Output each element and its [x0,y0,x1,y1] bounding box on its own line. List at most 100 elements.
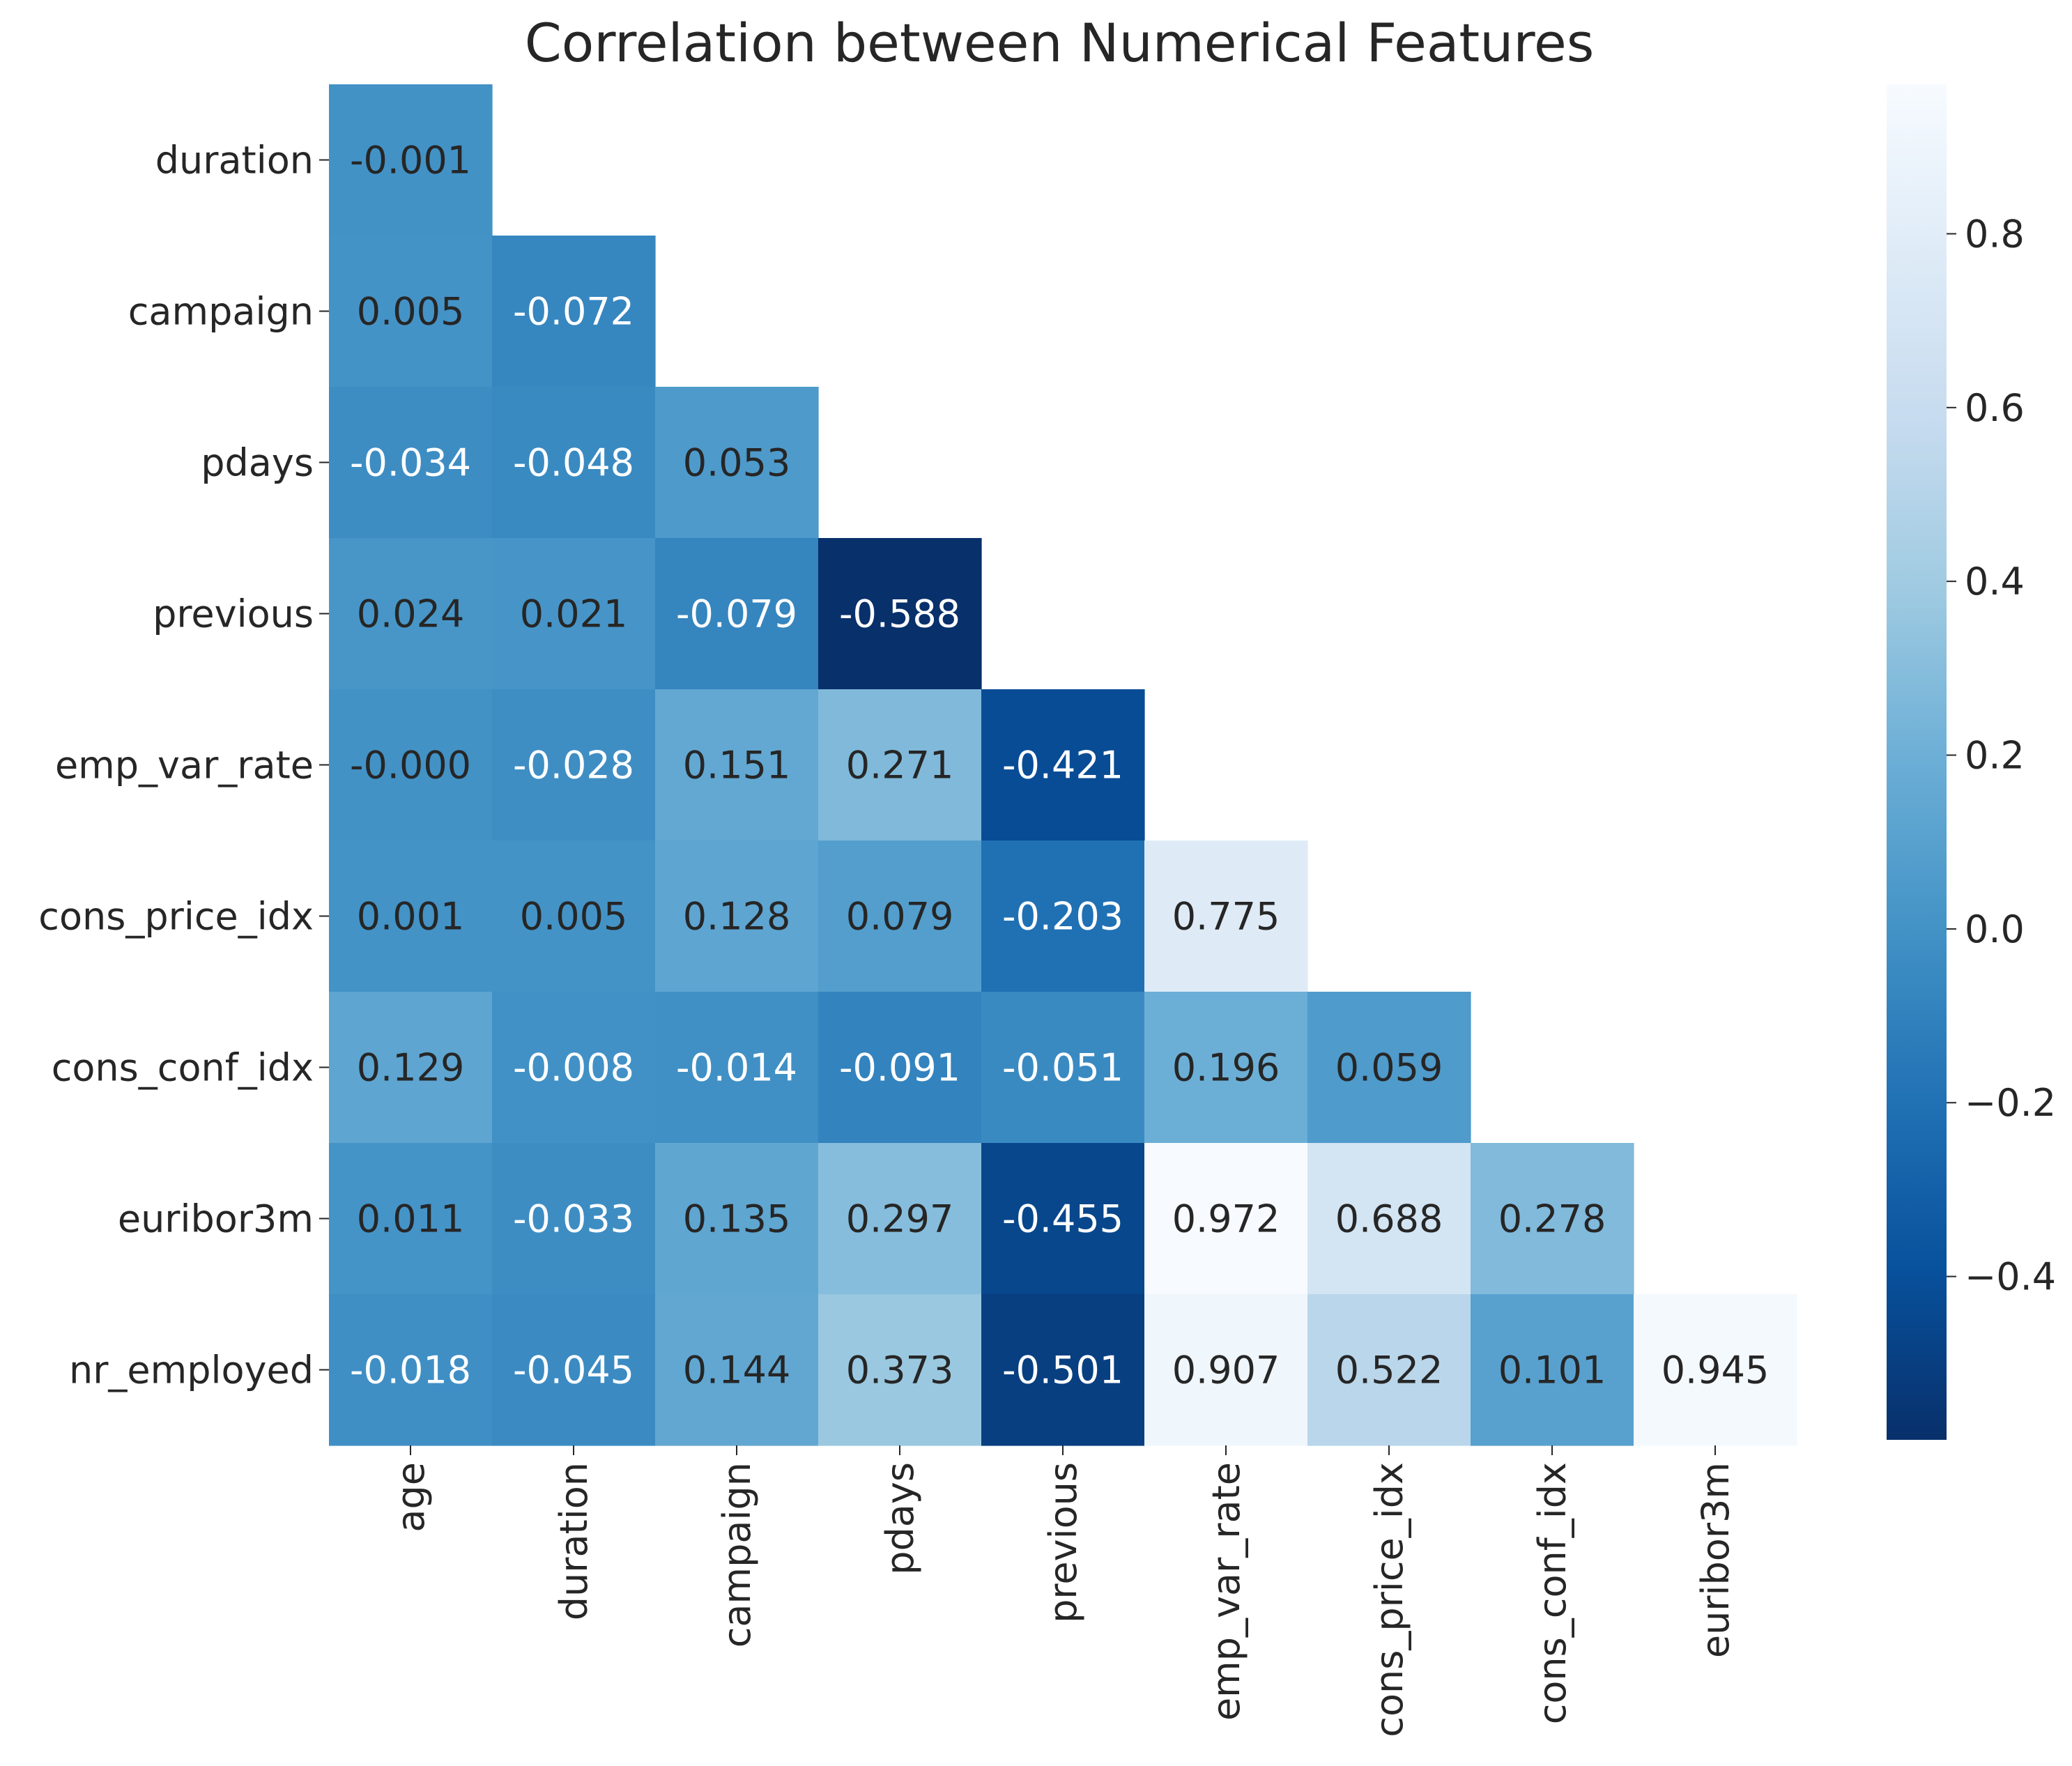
heatmap-cells: -0.001 0.005 -0.072 -0.034 -0.048 0.053 0.024 0… [329,84,1797,1446]
y-tick-label: duration [155,139,314,183]
cell-value-label: 0.151 [683,744,791,788]
cell-value-label: 0.021 [520,592,628,636]
heatmap-cell [492,1143,656,1295]
cell-value-label: 0.144 [683,1349,791,1392]
colorbar-tick-label: 0.4 [1965,560,2025,604]
x-tick-labels: age duration campaign pdays previous emp_var_… [389,1445,1737,1737]
cell-value-label: -0.000 [350,744,471,788]
heatmap-cell [655,689,819,841]
cell-value-label: 0.135 [683,1197,791,1241]
x-tick-label: duration [552,1462,596,1620]
cell-value-label: -0.501 [1002,1349,1123,1392]
heatmap-cell [818,1294,982,1446]
cell-value-label: 0.907 [1172,1349,1280,1392]
cell-value-label: 0.945 [1662,1349,1770,1392]
cell-value-label: -0.051 [1002,1046,1123,1090]
heatmap-cell [655,840,819,992]
heatmap-cell [655,387,819,539]
heatmap-cell [492,840,656,992]
colorbar-tick-label: 0.0 [1965,907,2025,951]
x-tick-label: cons_conf_idx [1530,1462,1574,1724]
chart-title: Correlation between Numerical Features [525,12,1595,74]
heatmap-cell [981,1294,1145,1446]
cell-value-label: -0.072 [513,290,634,334]
cell-value-label: -0.008 [513,1046,634,1090]
y-tick-label: previous [153,592,314,636]
cell-value-label: 0.297 [846,1197,954,1241]
heatmap-cell [329,236,493,387]
cell-value-label: 0.271 [846,744,954,788]
cell-value-label: 0.079 [846,895,954,939]
heatmap-cell [981,1143,1145,1295]
heatmap-cell [981,840,1145,992]
heatmap-cell [1144,1294,1308,1446]
cell-value-label: 0.011 [357,1197,465,1241]
cell-value-label: 0.196 [1172,1046,1280,1090]
cell-value-label: -0.014 [676,1046,797,1090]
heatmap-cell [981,992,1145,1144]
heatmap-cell [818,538,982,690]
heatmap-cell [329,84,493,236]
heatmap-cell [1307,992,1471,1144]
y-tick-label: pdays [201,441,314,485]
heatmap-cell [1144,840,1308,992]
cell-value-label: 0.005 [357,290,465,334]
y-tick-label: cons_conf_idx [52,1046,314,1090]
cell-value-label: -0.091 [839,1046,960,1090]
cell-value-label: 0.059 [1335,1046,1443,1090]
colorbar-tick-label: −0.2 [1965,1081,2056,1125]
heatmap-cell [329,992,493,1144]
y-tick-labels: duration campaign pdays previous emp_var_rat… [38,139,329,1392]
heatmap-cell [492,1294,656,1446]
heatmap-cell [655,992,819,1144]
cell-value-label: -0.028 [513,744,634,788]
colorbar-tick-label: −0.4 [1965,1255,2056,1299]
cell-value-label: -0.421 [1002,744,1123,788]
cell-value-label: -0.018 [350,1349,471,1392]
heatmap-cell [492,538,656,690]
colorbar-ticks: −0.4 −0.2 0.0 0.2 0.4 0.6 0.8 [1947,212,2056,1299]
cell-value-label: -0.034 [350,441,471,485]
y-tick-label: cons_price_idx [38,895,314,939]
heatmap-cell [492,689,656,841]
cell-value-label: 0.278 [1498,1197,1606,1241]
heatmap-cell [818,1143,982,1295]
heatmap-cell [329,538,493,690]
heatmap-cell [1471,1294,1634,1446]
heatmap-cell [655,538,819,690]
x-tick-label: euribor3m [1694,1462,1737,1658]
cell-value-label: -0.033 [513,1197,634,1241]
cell-value-label: 0.024 [357,592,465,636]
cell-value-label: 0.522 [1335,1349,1443,1392]
heatmap-cell [329,840,493,992]
heatmap-cell [1144,992,1308,1144]
cell-value-label: -0.048 [513,441,634,485]
heatmap-cell [329,689,493,841]
colorbar [1887,84,1947,1440]
cell-value-label: 0.972 [1172,1197,1280,1241]
colorbar-tick-label: 0.8 [1965,212,2025,256]
x-tick-label: previous [1041,1462,1085,1623]
cell-value-label: 0.053 [683,441,791,485]
cell-value-label: -0.455 [1002,1197,1123,1241]
x-tick-label: cons_price_idx [1367,1462,1411,1737]
cell-value-label: 0.775 [1172,895,1280,939]
heatmap-cell [329,1143,493,1295]
x-tick-label: campaign [715,1462,759,1648]
cell-value-label: 0.101 [1498,1349,1606,1392]
heatmap-cell [492,236,656,387]
cell-value-label: -0.588 [839,592,960,636]
cell-value-label: -0.045 [513,1349,634,1392]
y-tick-label: emp_var_rate [55,744,314,788]
cell-value-label: 0.129 [357,1046,465,1090]
cell-value-label: 0.128 [683,895,791,939]
heatmap-cell [329,1294,493,1446]
heatmap-cell [1307,1294,1471,1446]
heatmap-cell [1144,1143,1308,1295]
cell-value-label: 0.373 [846,1349,954,1392]
heatmap-cell [492,387,656,539]
heatmap-cell [492,992,656,1144]
cell-value-label: 0.001 [357,895,465,939]
heatmap-cell [818,689,982,841]
y-tick-label: nr_employed [69,1349,314,1392]
